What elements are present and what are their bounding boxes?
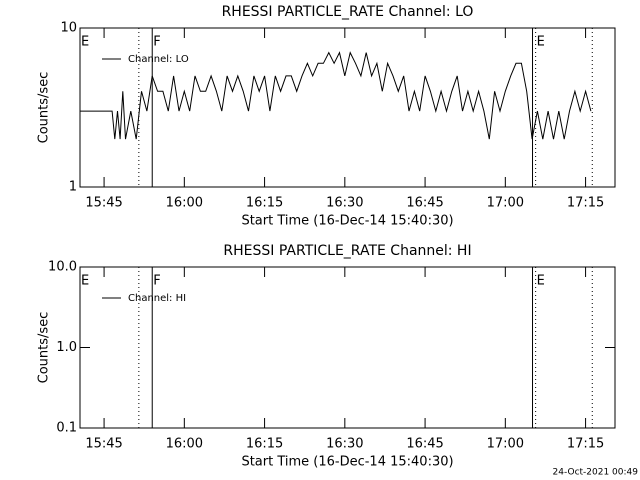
x-tick-label: 16:45: [406, 437, 443, 452]
y-tick-label: 1: [69, 180, 77, 195]
x-tick-label: 16:45: [406, 196, 443, 211]
y-tick-label: 0.1: [56, 421, 77, 436]
x-tick-label: 16:00: [166, 437, 203, 452]
x-tick-label: 17:15: [567, 437, 604, 452]
chart-title: RHESSI PARTICLE_RATE Channel: LO: [222, 4, 474, 20]
legend-label: Channel: LO: [128, 54, 189, 65]
x-tick-label: 16:00: [166, 196, 203, 211]
y-tick-label: 1.0: [56, 340, 77, 355]
x-tick-label: 17:00: [487, 196, 524, 211]
y-tick-label: 10.0: [48, 260, 77, 275]
y-tick-label: 10: [60, 21, 77, 36]
x-tick-label: 16:30: [326, 437, 363, 452]
chart-title: RHESSI PARTICLE_RATE Channel: HI: [223, 243, 471, 259]
x-tick-label: 15:45: [85, 437, 122, 452]
legend-label: Channel: HI: [128, 293, 186, 304]
x-tick-label: 16:30: [326, 196, 363, 211]
data-line: [80, 51, 592, 140]
event-label: E: [537, 274, 545, 289]
x-tick-label: 17:15: [567, 196, 604, 211]
x-tick-label: 16:15: [246, 196, 283, 211]
x-axis-label: Start Time (16-Dec-14 15:40:30): [241, 455, 453, 470]
x-tick-label: 16:15: [246, 437, 283, 452]
event-label: E: [81, 35, 89, 50]
event-label: F: [153, 35, 160, 50]
event-label: E: [81, 274, 89, 289]
plot-frame: [79, 27, 616, 188]
y-axis-label: Counts/sec: [37, 72, 52, 144]
event-label: F: [153, 274, 160, 289]
x-tick-label: 15:45: [85, 196, 122, 211]
y-axis-label: Counts/sec: [37, 312, 52, 384]
footer: 24-Oct-2021 00:49: [553, 468, 639, 478]
x-axis-label: Start Time (16-Dec-14 15:40:30): [241, 214, 453, 229]
x-tick-label: 17:00: [487, 437, 524, 452]
event-label: E: [537, 35, 545, 50]
